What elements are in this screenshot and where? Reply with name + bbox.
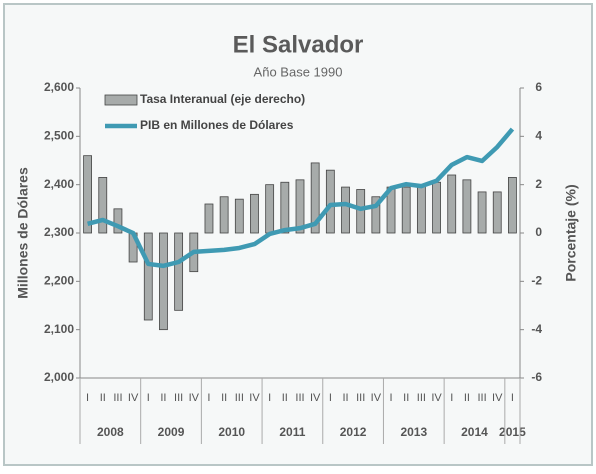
year-label: 2013: [400, 425, 427, 439]
y-tick-label: 2,600: [44, 80, 74, 94]
x-tick-label: III: [356, 392, 365, 404]
y2-tick-label: -6: [531, 370, 542, 384]
y-tick-label: 2,400: [44, 177, 74, 191]
bar: [280, 181, 290, 234]
bar: [234, 198, 244, 234]
year-label: 2014: [461, 425, 488, 439]
bar: [310, 162, 320, 234]
x-tick-label: III: [477, 392, 486, 404]
y2-tick-label: 0: [535, 225, 542, 239]
year-label: 2015: [499, 425, 526, 439]
bar: [219, 196, 229, 234]
y-axis-label: Millones de Dólares: [15, 167, 31, 299]
x-tick-label: II: [403, 392, 409, 404]
x-tick-label: I: [147, 392, 150, 404]
x-tick-label: II: [342, 392, 348, 404]
bar: [492, 191, 502, 234]
x-tick-label: II: [221, 392, 227, 404]
y2-tick-label: -2: [531, 274, 542, 288]
bar: [143, 232, 153, 321]
x-tick-label: I: [207, 392, 210, 404]
x-tick-label: IV: [371, 392, 382, 404]
y-tick-label: 2,000: [44, 370, 74, 384]
frame: [3, 3, 593, 466]
bar: [295, 179, 305, 234]
y2-tick-label: 6: [535, 80, 542, 94]
year-label: 2012: [340, 425, 367, 439]
x-tick-label: II: [282, 392, 288, 404]
bar: [265, 184, 275, 234]
bar: [447, 174, 457, 234]
line: [87, 127, 515, 269]
x-tick-label: II: [100, 392, 106, 404]
x-tick-label: IV: [249, 392, 260, 404]
y2-tick-label: 4: [535, 129, 542, 143]
year-label: 2009: [158, 425, 185, 439]
bar: [113, 208, 123, 234]
bar: [250, 193, 259, 234]
year-label: 2010: [218, 425, 245, 439]
chart-title: El Salvador: [233, 31, 364, 58]
bar: [416, 184, 426, 234]
x-tick-label: IV: [310, 392, 321, 404]
x-tick-label: I: [390, 392, 393, 404]
x-tick-label: III: [113, 392, 122, 404]
bar: [159, 232, 168, 331]
bar: [462, 179, 472, 234]
x-tick-label: III: [174, 392, 183, 404]
x-tick-label: I: [450, 392, 453, 404]
bar: [477, 191, 487, 234]
bar: [325, 169, 335, 234]
bar: [356, 189, 366, 234]
x-tick-label: II: [160, 392, 166, 404]
y2-tick-label: -4: [531, 322, 542, 336]
chart-subtitle: Año Base 1990: [254, 64, 343, 79]
legend-label: PIB en Millones de Dólares: [140, 118, 294, 132]
x-tick-label: III: [417, 392, 426, 404]
bar: [371, 196, 381, 234]
bar: [508, 177, 517, 234]
legend-swatch: [104, 94, 138, 106]
bar: [401, 186, 411, 234]
x-tick-label: IV: [128, 392, 139, 404]
x-tick-label: IV: [492, 392, 503, 404]
y-tick-label: 2,100: [44, 322, 74, 336]
year-label: 2011: [279, 425, 305, 439]
bar: [341, 186, 350, 234]
x-tick-label: I: [511, 392, 514, 404]
x-tick-label: IV: [431, 392, 442, 404]
x-tick-label: I: [86, 392, 89, 404]
y-tick-label: 2,500: [44, 129, 74, 143]
bar: [432, 181, 441, 234]
bar: [98, 177, 108, 234]
x-tick-label: I: [268, 392, 271, 404]
x-tick-label: II: [464, 392, 470, 404]
x-tick-label: III: [235, 392, 244, 404]
legend-label: Tasa Interanual (eje derecho): [140, 92, 305, 106]
x-tick-label: III: [295, 392, 304, 404]
y-tick-label: 2,300: [44, 225, 74, 239]
year-label: 2008: [97, 425, 124, 439]
bar: [204, 203, 214, 234]
bar: [83, 155, 92, 234]
y2-axis-label: Porcentaje (%): [563, 184, 579, 281]
y-tick-label: 2,200: [44, 274, 74, 288]
x-tick-label: I: [329, 392, 332, 404]
bar: [174, 232, 184, 311]
x-tick-label: IV: [189, 392, 200, 404]
y2-tick-label: 2: [535, 177, 542, 191]
